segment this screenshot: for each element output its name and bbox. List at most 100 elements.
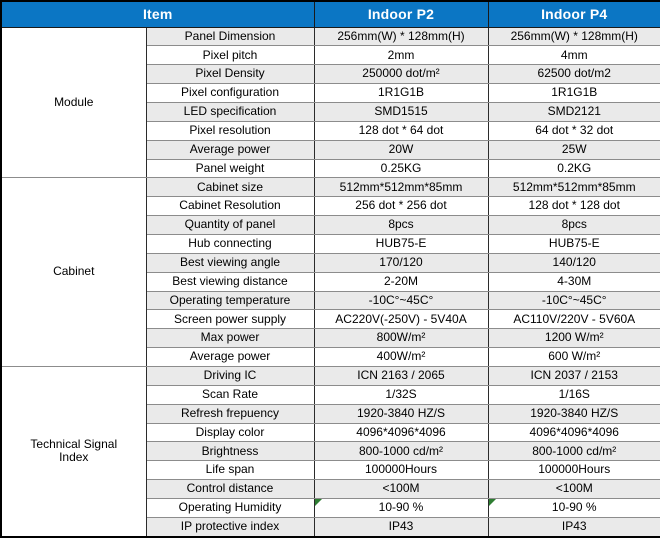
value-text: 8pcs <box>388 217 414 232</box>
value-cell-p2: 1920-3840 HZ/S <box>313 403 489 424</box>
value-cell-p4: SMD2121 <box>487 101 660 122</box>
table-row: Cabinet Cabinet size 512mm*512mm*85mm 512mm… <box>0 177 660 367</box>
table-row: Average power 20W 25W <box>1 139 660 160</box>
value-cell-p2: 1R1G1B <box>313 83 489 103</box>
value-cell-p4: 25W <box>487 139 660 160</box>
row-label-cell: Life span <box>145 460 315 481</box>
value-text: 800-1000 cd/m² <box>532 443 617 458</box>
value-cell-p2: 100000Hours <box>313 460 489 481</box>
value-cell-p4: 1R1G1B <box>487 83 660 103</box>
value-text: 4096*4096*4096 <box>356 424 446 439</box>
value-cell-p4: AC110V/220V - 5V60A <box>487 309 660 330</box>
table-row: Module Panel Dimension 256mm(W) * 128mm(H)… <box>0 26 660 179</box>
row-label-cell: Operating Humidity <box>145 497 315 518</box>
row-label-cell: Quantity of panel <box>145 215 315 235</box>
value-cell-p2: -10C°~45C° <box>313 290 489 311</box>
value-text: 20W <box>388 141 414 156</box>
value-cell-p4: 4-30M <box>487 271 660 292</box>
value-cell-p2: 512mm*512mm*85mm <box>313 177 489 198</box>
value-text: 2-20M <box>383 273 418 288</box>
row-label-cell: Cabinet size <box>145 177 315 198</box>
table-row: Average power 400W/m² 600 W/m² <box>1 347 660 367</box>
row-label-cell: Best viewing distance <box>145 271 315 292</box>
row-label-cell: Operating temperature <box>145 290 315 311</box>
value-cell-p2: 8pcs <box>313 215 489 235</box>
value-text: 1200 W/m² <box>544 330 604 345</box>
value-cell-p2: 256mm(W) * 128mm(H) <box>313 26 489 47</box>
value-cell-p2: SMD1515 <box>313 101 489 122</box>
value-text: <100M <box>555 481 593 496</box>
value-cell-p4: 62500 dot/m2 <box>487 64 660 85</box>
value-cell-p2: 800W/m² <box>313 328 489 349</box>
value-text: 512mm*512mm*85mm <box>512 179 636 194</box>
value-text: 256 dot * 256 dot <box>355 198 447 213</box>
value-cell-p2: 400W/m² <box>313 347 489 367</box>
value-cell-p4: 100000Hours <box>487 460 660 481</box>
row-label-cell: Brightness <box>145 441 315 462</box>
value-cell-p4: IP43 <box>487 516 660 538</box>
value-cell-p4: 10-90 % <box>487 497 660 518</box>
value-text: 100000Hours <box>364 462 438 477</box>
row-label-cell: Screen power supply <box>145 309 315 330</box>
value-text: 4096*4096*4096 <box>529 424 619 439</box>
value-text: IP43 <box>388 519 414 534</box>
table-row: Hub connecting HUB75-E HUB75-E <box>1 233 660 254</box>
value-cell-p4: 800-1000 cd/m² <box>487 441 660 462</box>
table-row: LED specification SMD1515 SMD2121 <box>1 101 660 122</box>
table-row: Operating temperature -10C°~45C° -10C°~45C… <box>1 290 660 311</box>
value-text: 25W <box>561 141 587 156</box>
value-text: 400W/m² <box>376 349 426 364</box>
value-text: 1/32S <box>385 387 417 402</box>
value-text: 512mm*512mm*85mm <box>339 179 463 194</box>
table-row: Screen power supply AC220V(-250V) - 5V40A… <box>1 309 660 330</box>
table-row: Pixel pitch 2mm 4mm <box>1 45 660 66</box>
value-cell-p4: 4096*4096*4096 <box>487 422 660 443</box>
value-text: 10-90 % <box>551 500 597 515</box>
value-cell-p4: 0.2KG <box>487 158 660 179</box>
value-cell-p4: <100M <box>487 479 660 499</box>
spec-table-body: Module Panel Dimension 256mm(W) * 128mm(H)… <box>0 26 660 538</box>
value-cell-p2: 10-90 % <box>313 497 489 518</box>
row-label-cell: Average power <box>145 139 315 160</box>
value-cell-p4: 512mm*512mm*85mm <box>487 177 660 198</box>
header-indoor-p4-cell: Indoor P4 <box>487 0 660 28</box>
value-text: 1/16S <box>558 387 590 402</box>
value-cell-p2: AC220V(-250V) - 5V40A <box>313 309 489 330</box>
value-text: 256mm(W) * 128mm(H) <box>510 28 638 43</box>
value-cell-p2: IP43 <box>313 516 489 538</box>
group-cell-technical-signal-index: Technical Signal Index <box>0 365 147 538</box>
header-indoor-p2-cell: Indoor P2 <box>313 0 489 28</box>
cell-flag-icon <box>314 498 322 506</box>
value-text: 800-1000 cd/m² <box>358 443 444 458</box>
table-row: Best viewing angle 170/120 140/120 <box>1 252 660 273</box>
row-label-cell: Driving IC <box>145 365 315 386</box>
value-cell-p4: 600 W/m² <box>487 347 660 367</box>
value-cell-p4: 140/120 <box>487 252 660 273</box>
value-text: 10-90 % <box>378 500 424 515</box>
table-row: Max power 800W/m² 1200 W/m² <box>1 328 660 349</box>
table-row: Pixel Density 250000 dot/m² 62500 dot/m2 <box>1 64 660 85</box>
value-text: 100000Hours <box>538 462 611 477</box>
row-label-cell: Pixel resolution <box>145 120 315 141</box>
value-cell-p4: 64 dot * 32 dot <box>487 120 660 141</box>
row-label-cell: Average power <box>145 347 315 367</box>
value-text: 8pcs <box>561 217 587 232</box>
row-label-cell: Scan Rate <box>145 384 315 405</box>
row-label-cell: Pixel pitch <box>145 45 315 66</box>
row-label-cell: Best viewing angle <box>145 252 315 273</box>
table-row: Technical Signal Index Driving IC ICN 2163… <box>0 365 660 538</box>
value-text: 600 W/m² <box>548 349 601 364</box>
table-row: Best viewing distance 2-20M 4-30M <box>1 271 660 292</box>
value-cell-p4: 4mm <box>487 45 660 66</box>
value-cell-p2: 256 dot * 256 dot <box>313 196 489 217</box>
value-cell-p4: 1920-3840 HZ/S <box>487 403 660 424</box>
value-cell-p4: 1/16S <box>487 384 660 405</box>
value-cell-p4: 8pcs <box>487 215 660 235</box>
header-item-cell: Item <box>0 0 315 28</box>
row-label-cell: LED specification <box>145 101 315 122</box>
value-text: 1920-3840 HZ/S <box>530 405 619 420</box>
table-row: IP protective index IP43 IP43 <box>1 516 660 538</box>
value-cell-p2: 800-1000 cd/m² <box>313 441 489 462</box>
value-text: 0.2KG <box>557 160 592 175</box>
value-cell-p2: <100M <box>313 479 489 499</box>
